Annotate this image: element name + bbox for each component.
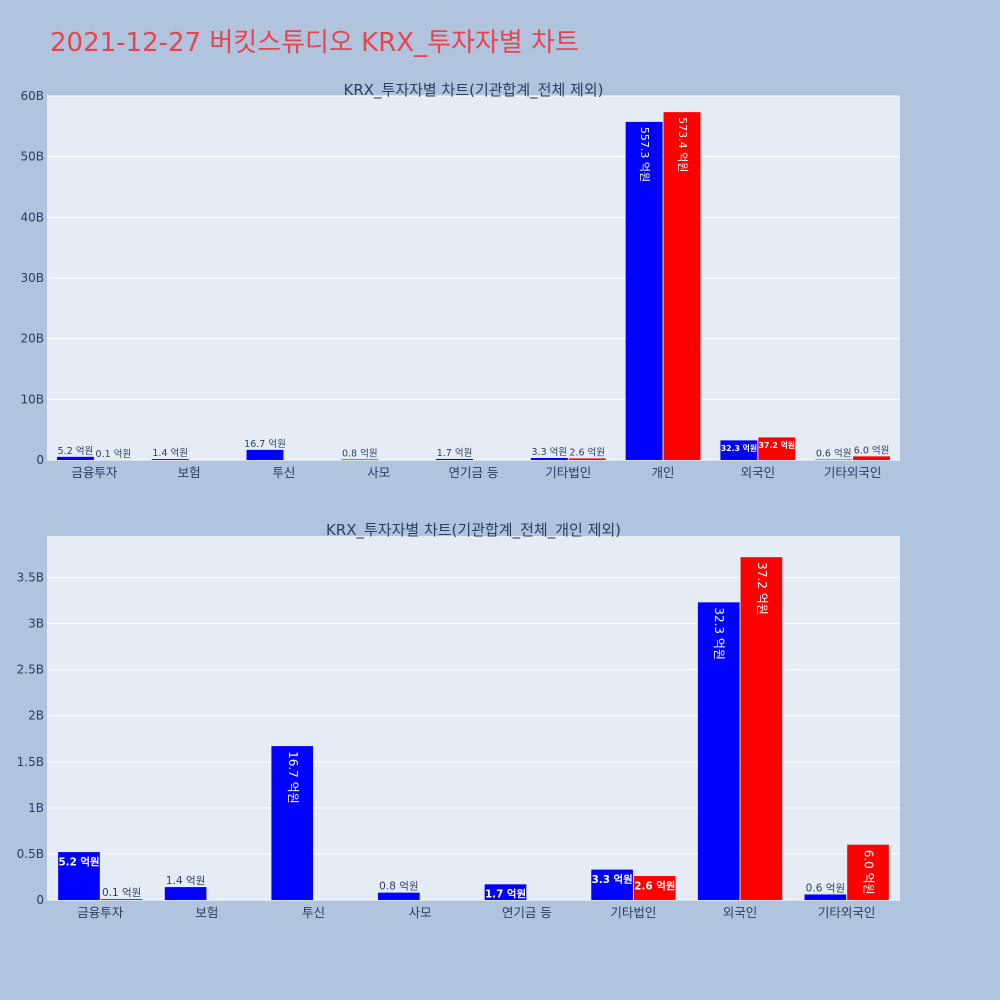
x-tick-label: 외국인 [741,465,776,480]
x-tick-label: 투신 [302,905,325,920]
y-tick-label: 2B [28,709,44,723]
chart-bottom: 0 0.5B 1B 1.5B 2B 2.5B 3B 3.5B KRX_투자자별 차트(기관합계_… [17,521,900,920]
bar [633,876,676,900]
x-tick-label: 연기금 등 [449,465,499,480]
y-tick-label: 0 [36,893,44,907]
bar [530,457,568,460]
data-label: 0.1 억원 [102,887,141,899]
data-label: 37.2 억원 [759,440,795,450]
bar [164,887,207,900]
x-tick-label: 사모 [367,465,390,480]
y-tick-label: 30B [20,271,44,285]
data-label: 0.1 억원 [96,448,132,460]
chart-title: KRX_투자자별 차트(기관합계_전체 제외) [344,81,604,100]
x-tick-label: 개인 [652,465,675,480]
x-tick-label: 사모 [409,905,432,920]
data-label: 5.2 억원 [58,445,94,457]
y-tick-label: 3.5B [17,570,44,584]
bar [663,112,701,461]
y-tick-label: 60B [20,89,44,103]
bar [697,602,740,900]
x-tick-label: 보험 [195,905,218,920]
bar [847,844,889,900]
data-label: 2.6 억원 [634,879,675,892]
chart-top: 0 10B 20B 30B 40B 50B 60B KRX_투자자별 차트(기관합계_전체 제… [20,81,900,480]
bar [720,440,758,460]
data-label: 6.0 억원 [862,850,876,895]
bar [100,899,143,900]
x-tick-label: 투신 [272,465,295,480]
bar [436,458,473,460]
bar [853,456,891,460]
bar [625,121,663,460]
y-tick-label: 2.5B [17,663,44,677]
y-tick-label: 0.5B [17,847,44,861]
data-label: 3.3 억원 [532,446,568,458]
data-label: 5.2 억원 [58,855,99,868]
bar [151,459,189,460]
data-label: 0.6 억원 [806,882,845,894]
data-label: 1.4 억원 [152,447,188,459]
y-tick-label: 50B [20,150,44,164]
bar [758,437,796,460]
bar [591,869,633,900]
bar [246,449,284,460]
y-tick-label: 3B [28,617,44,631]
data-label: 16.7 억원 [244,438,286,450]
x-tick-label: 금융투자 [77,905,124,920]
page-title: 2021-12-27 버킷스튜디오 KRX_투자자별 차트 [50,28,579,58]
bar [271,746,314,900]
data-label: 32.3 억원 [712,607,726,660]
bar [804,894,847,900]
x-tick-label: 기타법인 [545,465,591,480]
x-tick-label: 기타외국인 [818,905,876,920]
data-label: 0.6 억원 [816,448,852,460]
bar [56,456,94,460]
bar [378,892,420,900]
chart-title: KRX_투자자별 차트(기관합계_전체_개인 제외) [326,521,621,540]
y-tick-label: 1.5B [17,755,44,769]
data-label: 37.2 억원 [755,562,769,615]
data-label: 573.4 억원 [676,117,689,172]
data-label: 0.8 억원 [379,881,418,893]
x-tick-label: 보험 [178,465,201,480]
data-label: 2.6 억원 [569,446,605,458]
bar [484,884,527,900]
data-label: 1.7 억원 [485,888,526,901]
x-tick-label: 연기금 등 [502,905,552,920]
bar [740,557,783,900]
y-tick-label: 0 [36,453,44,467]
y-tick-label: 40B [20,210,44,224]
data-label: 557.3 억원 [638,127,651,182]
x-tick-label: 기타외국인 [824,465,882,480]
x-tick-label: 기타법인 [610,905,656,920]
data-label: 1.4 억원 [166,875,205,887]
data-label: 16.7 억원 [286,751,300,804]
data-label: 32.3 억원 [721,443,757,453]
data-label: 1.7 억원 [437,447,473,459]
data-label: 0.8 억원 [342,448,378,460]
y-tick-label: 10B [20,392,44,406]
x-tick-label: 외국인 [723,905,758,920]
x-tick-label: 금융투자 [71,465,118,480]
y-tick-label: 1B [28,801,44,815]
bar [568,458,606,460]
data-label: 3.3 억원 [592,873,633,886]
y-tick-label: 20B [20,332,44,346]
data-label: 6.0 억원 [854,444,890,456]
bar [58,852,100,900]
